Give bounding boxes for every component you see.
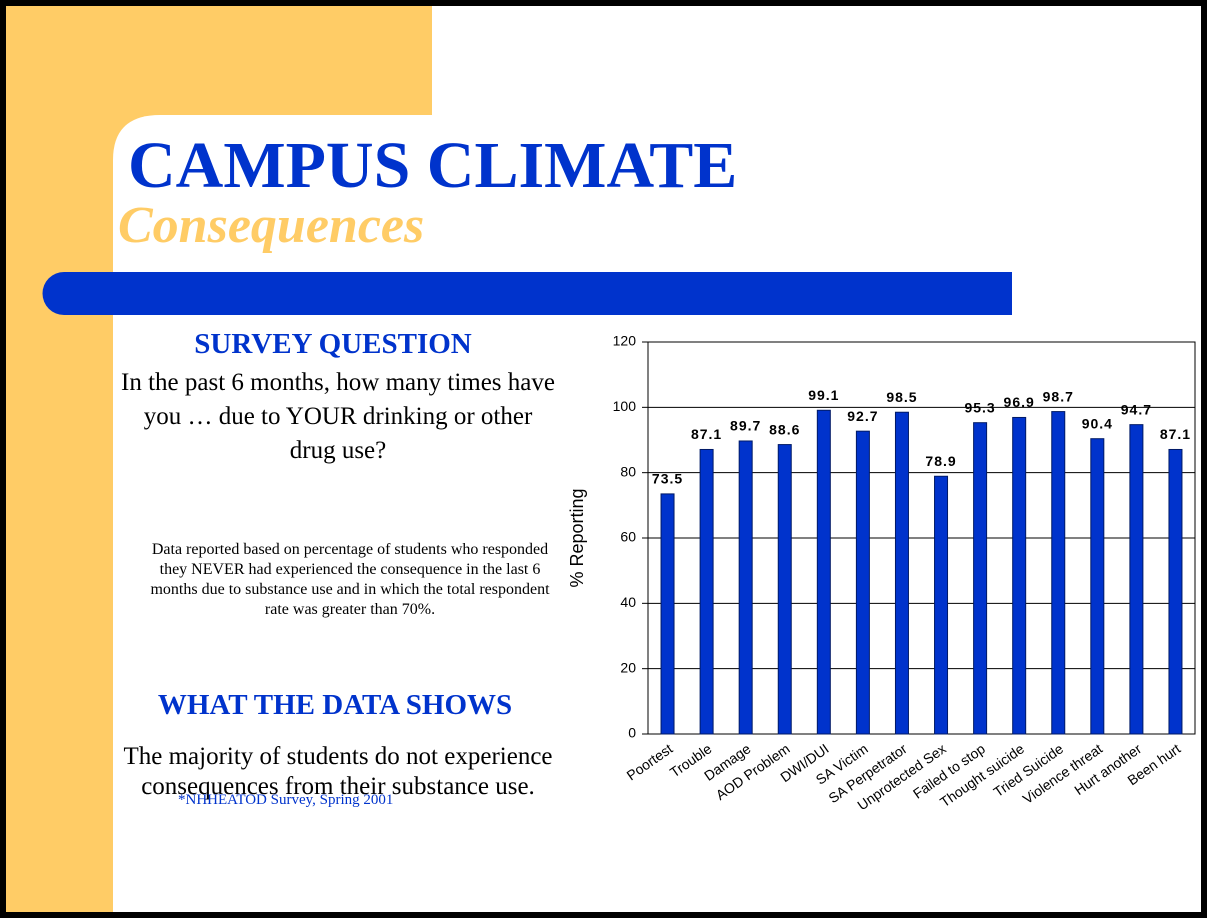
bar bbox=[934, 475, 949, 735]
y-tick-label: 80 bbox=[620, 463, 636, 479]
value-label: 87.1 bbox=[691, 426, 722, 442]
value-label: 95.3 bbox=[964, 399, 995, 415]
bar bbox=[699, 448, 714, 735]
y-tick-label: 40 bbox=[620, 594, 636, 610]
bar bbox=[660, 493, 675, 735]
bar bbox=[894, 411, 909, 735]
value-label: 87.1 bbox=[1160, 426, 1191, 442]
value-label: 96.9 bbox=[1004, 394, 1035, 410]
y-tick-label: 60 bbox=[620, 529, 636, 545]
title-bar bbox=[42, 272, 1012, 315]
value-label: 90.4 bbox=[1082, 415, 1113, 431]
bar bbox=[855, 430, 870, 735]
survey-question: In the past 6 months, how many times hav… bbox=[121, 369, 555, 464]
y-tick-label: 120 bbox=[613, 333, 637, 349]
value-label: 92.7 bbox=[847, 408, 878, 424]
conclusion: The majority of students do not experien… bbox=[123, 743, 553, 800]
bar bbox=[1129, 424, 1144, 735]
bar bbox=[738, 440, 753, 735]
side-block bbox=[6, 6, 113, 912]
value-label: 98.5 bbox=[886, 389, 917, 405]
y-tick-label: 100 bbox=[613, 398, 637, 414]
subtitle: Consequences bbox=[118, 197, 425, 254]
y-axis-label: % Reporting bbox=[567, 488, 587, 587]
data-heading: WHAT THE DATA SHOWS bbox=[157, 689, 513, 721]
plot-frame bbox=[647, 341, 1196, 735]
title: CAMPUS CLIMATE bbox=[128, 129, 738, 202]
y-tick-label: 0 bbox=[628, 725, 636, 741]
value-label: 78.9 bbox=[925, 453, 956, 469]
source: *NHHEATOD Survey, Spring 2001 bbox=[178, 792, 394, 808]
value-label: 73.5 bbox=[652, 471, 683, 487]
bar bbox=[973, 422, 988, 735]
bar bbox=[1012, 416, 1027, 735]
bar bbox=[777, 444, 792, 735]
value-label: 94.7 bbox=[1121, 401, 1152, 417]
content-panel-right bbox=[432, 6, 1201, 912]
value-label: 89.7 bbox=[730, 418, 761, 434]
value-label: 88.6 bbox=[769, 421, 800, 437]
bar bbox=[1090, 438, 1105, 735]
value-label: 99.1 bbox=[808, 387, 839, 403]
note: Data reported based on percentage of stu… bbox=[150, 541, 550, 618]
value-label: 98.7 bbox=[1043, 388, 1074, 404]
bar bbox=[816, 409, 831, 735]
bar bbox=[1051, 411, 1066, 735]
bar bbox=[1168, 448, 1183, 735]
survey-heading: SURVEY QUESTION bbox=[194, 328, 472, 360]
y-tick-label: 20 bbox=[620, 659, 636, 675]
